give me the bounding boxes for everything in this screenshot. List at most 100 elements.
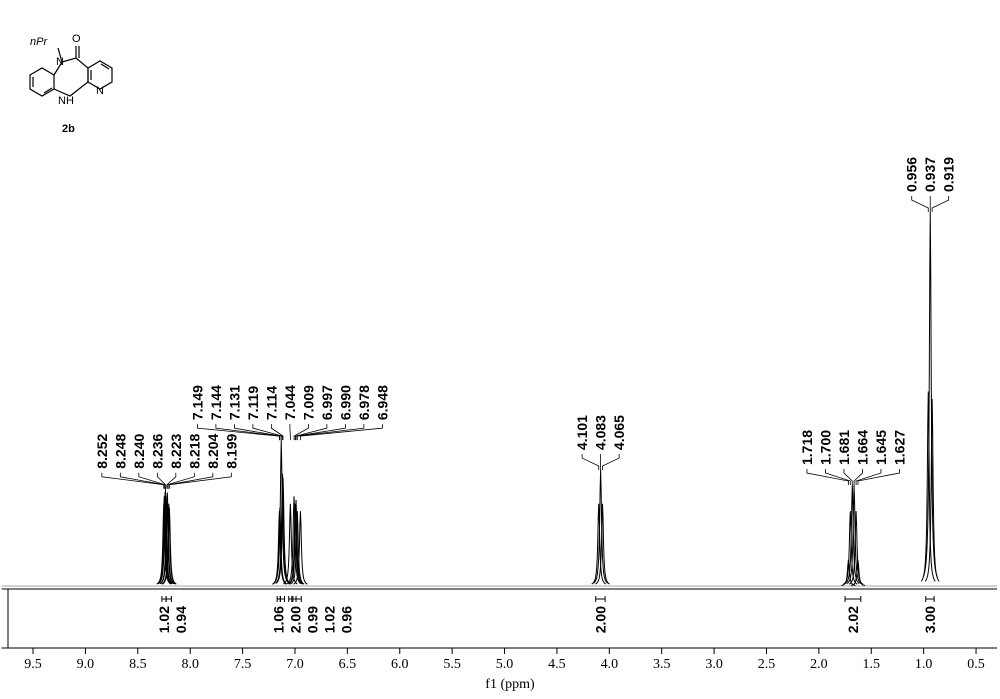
- peak-label: 1.681: [836, 430, 852, 465]
- integral-bracket: [925, 596, 935, 602]
- integral-label: 0.96: [339, 606, 355, 633]
- peak-label: 0.937: [922, 157, 938, 192]
- integral-bracket: [165, 596, 172, 602]
- x-tick-label: 3.0: [705, 657, 723, 672]
- structure-label: H: [66, 95, 74, 107]
- integral-bracket: [844, 596, 862, 602]
- x-axis-label: f1 (ppm): [485, 677, 535, 692]
- peak-label: 8.204: [205, 434, 221, 469]
- structure: [29, 46, 113, 97]
- peak-label: 4.065: [611, 415, 627, 450]
- peak-label: 4.101: [574, 415, 590, 450]
- peak-connector: [252, 424, 283, 441]
- peak-connector: [196, 424, 280, 441]
- peak: [595, 503, 610, 585]
- peak-label: 0.919: [941, 157, 957, 192]
- peak-label: 8.199: [223, 434, 239, 469]
- peak-label: 0.956: [904, 157, 920, 192]
- peak-connector: [295, 424, 346, 441]
- peak-label: 8.252: [94, 434, 110, 469]
- x-tick-label: 3.5: [653, 657, 671, 672]
- integral-bracket: [295, 596, 302, 602]
- peak-connector: [581, 454, 600, 471]
- peak-label: 8.236: [149, 434, 165, 469]
- integral-label: 2.00: [288, 606, 304, 633]
- x-tick-label: 7.5: [234, 657, 252, 672]
- peak-label: 8.223: [168, 434, 184, 469]
- bond: [100, 63, 110, 70]
- peak: [850, 559, 866, 586]
- peak-connector: [855, 469, 882, 486]
- peak-connector: [101, 472, 165, 489]
- peak-connector: [853, 469, 863, 486]
- peak-label: 7.044: [282, 385, 298, 420]
- peak-connector: [602, 454, 620, 471]
- x-tick-label: 9.0: [77, 657, 95, 672]
- peak-label: 6.948: [374, 385, 390, 420]
- peak-label: 6.990: [337, 385, 353, 420]
- peak: [288, 503, 303, 585]
- x-tick-label: 2.5: [758, 657, 776, 672]
- peak-connector: [166, 472, 177, 489]
- peak: [283, 503, 298, 585]
- x-tick-label: 5.5: [443, 657, 461, 672]
- structure-label: O: [72, 33, 81, 45]
- peak-label: 4.083: [593, 415, 609, 450]
- structure-label: nPr: [30, 36, 48, 48]
- integral-label: 2.02: [845, 606, 861, 633]
- x-tick-label: 4.0: [601, 657, 619, 672]
- peak-connector: [215, 424, 281, 441]
- peak-connector: [270, 424, 284, 441]
- x-tick-label: 1.5: [863, 657, 881, 672]
- peak-label: 1.645: [873, 430, 889, 465]
- integral-bracket: [288, 596, 293, 602]
- integral-label: 0.99: [305, 606, 321, 633]
- x-tick-label: 8.5: [129, 657, 147, 672]
- compound-label: 2b: [62, 123, 75, 135]
- peak: [275, 477, 291, 584]
- peak: [290, 511, 305, 585]
- peak-label: 8.240: [131, 434, 147, 469]
- peak-label: 1.718: [799, 430, 815, 465]
- peak-label: 7.119: [245, 386, 261, 420]
- peak-connector: [825, 469, 851, 486]
- integral-label: 1.02: [156, 606, 172, 633]
- peak-connector: [806, 469, 849, 486]
- peak: [160, 492, 175, 585]
- peak: [156, 496, 172, 585]
- x-tick-label: 9.5: [24, 657, 42, 672]
- peak-label: 8.218: [186, 434, 202, 469]
- peak-label: 7.149: [189, 385, 205, 420]
- peak-connector: [119, 472, 165, 489]
- peak-connector: [843, 469, 853, 486]
- peak-connector: [294, 424, 328, 441]
- peak-connector: [293, 424, 309, 441]
- peak-connector: [138, 472, 166, 489]
- peak-connector: [300, 424, 383, 441]
- peak-label: 7.144: [208, 385, 224, 420]
- structure-label: N: [56, 56, 64, 68]
- peak-connector: [168, 472, 232, 489]
- peak: [293, 511, 308, 585]
- integral-label: 2.00: [592, 606, 608, 633]
- x-tick-label: 8.0: [181, 657, 199, 672]
- peak-label: 1.664: [854, 430, 870, 465]
- x-tick-label: 6.5: [339, 657, 357, 672]
- peak-connector: [166, 472, 195, 489]
- bond: [43, 87, 53, 94]
- x-tick-label: 5.0: [496, 657, 514, 672]
- peak-connector: [931, 196, 950, 212]
- peak-connector: [233, 424, 282, 441]
- integral-label: 1.02: [322, 606, 338, 633]
- x-tick-label: 6.0: [391, 657, 409, 672]
- x-tick-label: 4.5: [548, 657, 566, 672]
- peak-label: 7.009: [300, 385, 316, 420]
- x-tick-label: 7.0: [286, 657, 304, 672]
- peak-label: 7.114: [263, 386, 279, 420]
- peak: [286, 496, 302, 585]
- peak-connector: [168, 472, 214, 489]
- peak-label: 1.627: [891, 430, 907, 465]
- peak: [288, 499, 304, 585]
